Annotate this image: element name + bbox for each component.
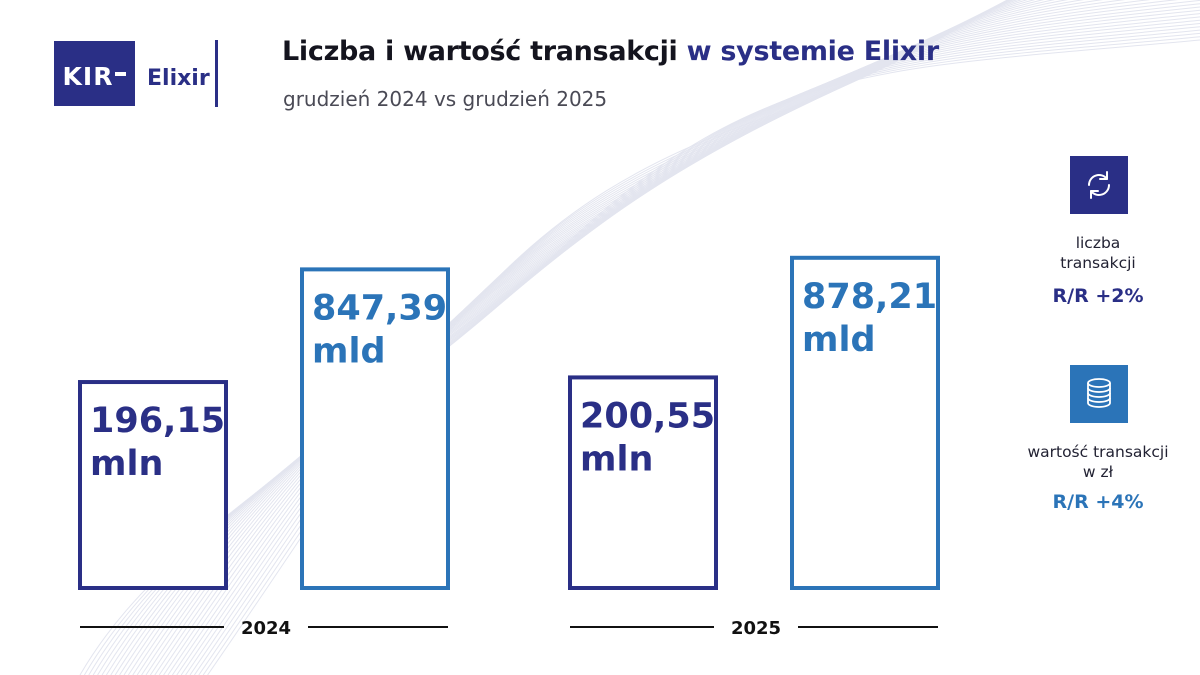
elixir-logo-text: Elixir [147, 66, 210, 91]
logo-divider [215, 40, 218, 107]
bar-value-2025-series-0: 200,55 [580, 396, 715, 436]
bar-2025-series-1 [790, 255, 940, 590]
legend-count-line-1: liczba [1075, 234, 1121, 252]
coin-stack-icon [1070, 365, 1128, 423]
legend-value-change: R/R +4% [1052, 491, 1144, 513]
year-label-2025: 2025 [731, 618, 781, 639]
kir-logo-bar [115, 71, 127, 76]
title-highlight: w systemie Elixir [686, 36, 940, 67]
legend-count-change: R/R +2% [1052, 285, 1144, 307]
bar-unit-2024-series-1: mld [312, 331, 386, 371]
title-main: Liczba i wartość transakcji [282, 36, 678, 67]
bar-value-2025-series-1: 878,21 [802, 277, 937, 317]
bar-unit-2025-series-1: mld [802, 320, 876, 360]
bar-2024-series-0 [78, 380, 228, 591]
legend-value-label: wartość transakcji w zł [998, 442, 1198, 482]
bar-unit-2025-series-0: mln [580, 439, 653, 479]
bar-2024-series-1 [300, 267, 450, 590]
page-subtitle: grudzień 2024 vs grudzień 2025 [283, 87, 608, 111]
year-label-2024: 2024 [241, 618, 291, 639]
legend-value-line-2: w zł [1082, 463, 1114, 481]
legend-value-line-1: wartość transakcji [1027, 443, 1169, 461]
legend-count-label: liczba transakcji [998, 233, 1198, 273]
bar-unit-2024-series-0: mln [90, 444, 163, 484]
kir-logo: KIR [54, 41, 135, 106]
legend-count-line-2: transakcji [1060, 254, 1136, 272]
page-title: Liczba i wartość transakcji w systemie E… [282, 36, 939, 67]
exchange-arrows-icon [1070, 156, 1128, 214]
bar-2025-series-0 [568, 375, 718, 590]
kir-logo-text: KIR [62, 62, 114, 91]
bar-value-2024-series-0: 196,15 [90, 401, 225, 441]
bar-value-2024-series-1: 847,39 [312, 288, 447, 328]
